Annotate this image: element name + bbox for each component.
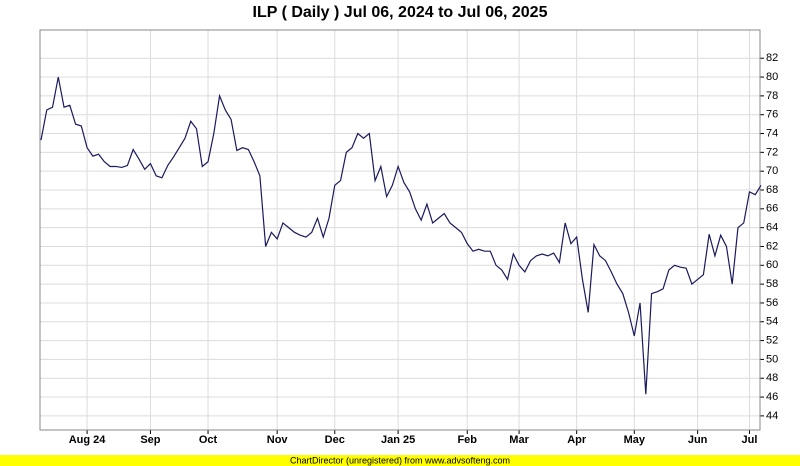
y-tick-label: 50 bbox=[766, 353, 778, 365]
y-tick-label: 64 bbox=[766, 222, 778, 234]
y-tick-label: 58 bbox=[766, 278, 778, 290]
y-tick-label: 82 bbox=[766, 52, 778, 64]
x-tick-label: Jan 25 bbox=[381, 434, 415, 446]
x-tick-label: Oct bbox=[199, 434, 218, 446]
plot-border bbox=[39, 29, 761, 431]
x-tick-label: Jun bbox=[688, 434, 708, 446]
y-tick-label: 78 bbox=[766, 90, 778, 102]
y-tick-label: 72 bbox=[766, 146, 778, 158]
plot-area bbox=[40, 30, 760, 430]
y-tick-label: 68 bbox=[766, 184, 778, 196]
x-tick-label: Feb bbox=[457, 434, 477, 446]
y-tick-label: 80 bbox=[766, 71, 778, 83]
x-tick-label: Nov bbox=[267, 434, 289, 446]
chart-title: ILP ( Daily ) Jul 06, 2024 to Jul 06, 20… bbox=[253, 4, 548, 21]
y-tick-label: 44 bbox=[766, 410, 778, 422]
y-tick-label: 74 bbox=[766, 127, 778, 139]
y-tick-label: 46 bbox=[766, 391, 778, 403]
x-tick-label: Aug 24 bbox=[69, 434, 107, 446]
y-tick-label: 60 bbox=[766, 259, 778, 271]
footer-bar bbox=[0, 455, 800, 466]
x-tick-label: May bbox=[624, 434, 646, 446]
y-tick-label: 70 bbox=[766, 165, 778, 177]
y-tick-label: 66 bbox=[766, 203, 778, 215]
x-tick-label: Apr bbox=[567, 434, 587, 446]
y-tick-label: 62 bbox=[766, 240, 778, 252]
price-line bbox=[40, 76, 762, 395]
y-tick-label: 76 bbox=[766, 109, 778, 121]
x-tick-label: Dec bbox=[325, 434, 345, 446]
x-tick-label: Mar bbox=[509, 434, 529, 446]
x-tick-label: Jul bbox=[742, 434, 758, 446]
x-tick-label: Sep bbox=[140, 434, 160, 446]
y-tick-label: 48 bbox=[766, 372, 778, 384]
y-tick-label: 52 bbox=[766, 334, 778, 346]
y-tick-label: 54 bbox=[766, 316, 778, 328]
footer: ChartDirector (unregistered) from www.ad… bbox=[290, 455, 510, 465]
y-tick-label: 56 bbox=[766, 297, 778, 309]
